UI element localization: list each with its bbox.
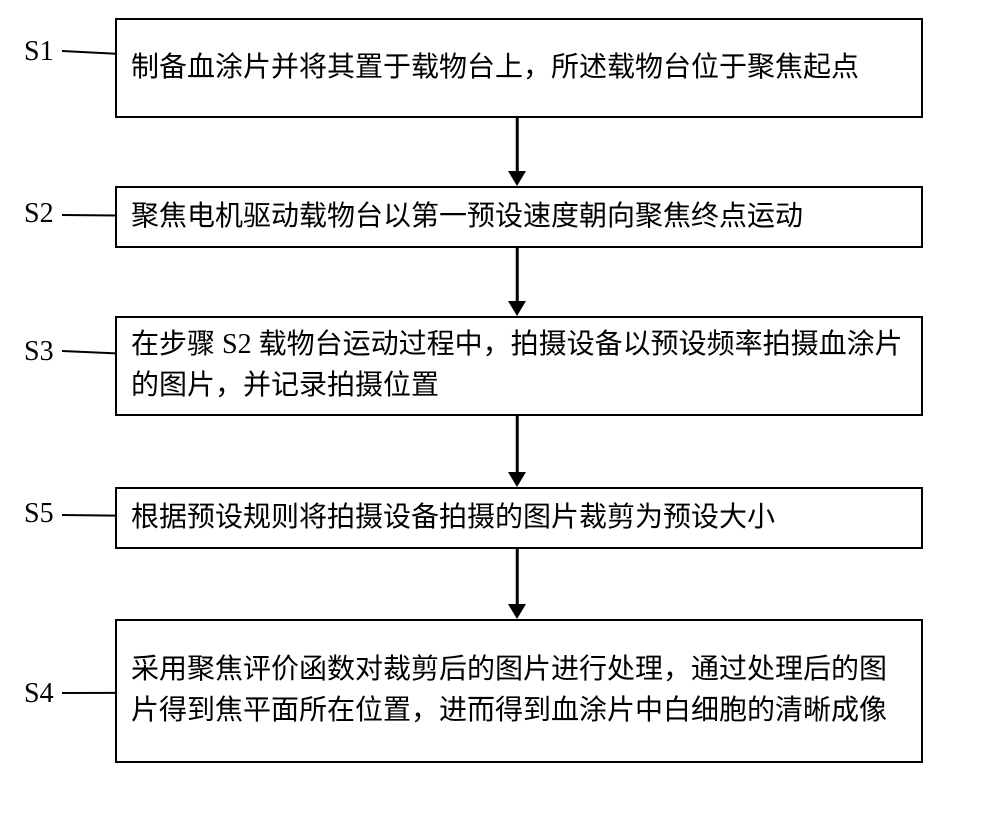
step-text-s2: 聚焦电机驱动载物台以第一预设速度朝向聚焦终点运动 bbox=[131, 197, 803, 238]
step-box-s4: 采用聚焦评价函数对裁剪后的图片进行处理，通过处理后的图片得到焦平面所在位置，进而… bbox=[115, 619, 923, 763]
step-text-s5: 根据预设规则将拍摄设备拍摄的图片裁剪为预设大小 bbox=[131, 498, 775, 539]
step-label-s4: S4 bbox=[24, 678, 54, 710]
arrow-shaft bbox=[516, 248, 519, 301]
label-connector-s2 bbox=[62, 214, 116, 216]
step-label-s3: S3 bbox=[24, 336, 54, 368]
arrow-head-icon bbox=[508, 301, 526, 316]
step-box-s1: 制备血涂片并将其置于载物台上，所述载物台位于聚焦起点 bbox=[115, 18, 923, 118]
arrow-shaft bbox=[516, 118, 519, 171]
label-connector-s1 bbox=[62, 50, 116, 55]
step-text-s1: 制备血涂片并将其置于载物台上，所述载物台位于聚焦起点 bbox=[131, 48, 859, 89]
step-box-s3: 在步骤 S2 载物台运动过程中，拍摄设备以预设频率拍摄血涂片的图片，并记录拍摄位… bbox=[115, 316, 923, 416]
step-box-s5: 根据预设规则将拍摄设备拍摄的图片裁剪为预设大小 bbox=[115, 487, 923, 549]
step-label-s1: S1 bbox=[24, 36, 54, 68]
flowchart-canvas: 制备血涂片并将其置于载物台上，所述载物台位于聚焦起点 S1 聚焦电机驱动载物台以第一… bbox=[0, 0, 1000, 829]
label-connector-s5 bbox=[62, 514, 116, 517]
arrow-s5-to-s4 bbox=[516, 549, 518, 619]
arrow-head-icon bbox=[508, 604, 526, 619]
step-text-s4: 采用聚焦评价函数对裁剪后的图片进行处理，通过处理后的图片得到焦平面所在位置，进而… bbox=[131, 650, 907, 731]
arrow-head-icon bbox=[508, 472, 526, 487]
arrow-s3-to-s5 bbox=[516, 416, 518, 487]
label-connector-s4 bbox=[62, 692, 116, 694]
arrow-s2-to-s3 bbox=[516, 248, 518, 316]
arrow-head-icon bbox=[508, 171, 526, 186]
step-box-s2: 聚焦电机驱动载物台以第一预设速度朝向聚焦终点运动 bbox=[115, 186, 923, 248]
arrow-s1-to-s2 bbox=[516, 118, 518, 186]
step-text-s3: 在步骤 S2 载物台运动过程中，拍摄设备以预设频率拍摄血涂片的图片，并记录拍摄位… bbox=[131, 325, 907, 406]
step-label-s5: S5 bbox=[24, 498, 54, 530]
label-connector-s3 bbox=[62, 350, 116, 354]
step-label-s2: S2 bbox=[24, 198, 54, 230]
arrow-shaft bbox=[516, 416, 519, 472]
arrow-shaft bbox=[516, 549, 519, 604]
